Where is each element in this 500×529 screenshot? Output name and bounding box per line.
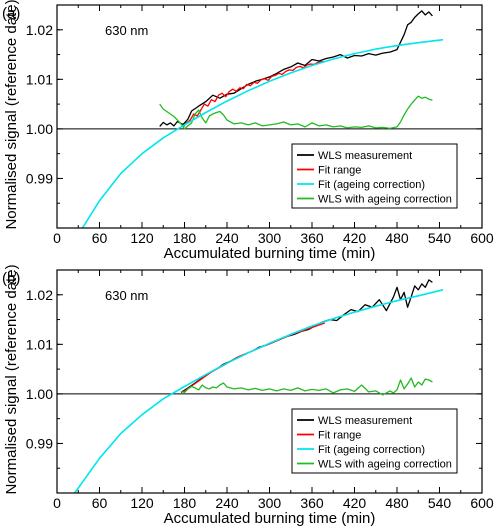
- x-tick-label: 240: [215, 495, 239, 511]
- x-tick-label: 180: [173, 230, 197, 246]
- legend-box: [291, 143, 458, 209]
- legend-entry: WLS measurement: [318, 150, 412, 162]
- x-tick-label: 120: [130, 230, 154, 246]
- y-tick-label: 1.01: [26, 71, 53, 87]
- x-tick-label: 420: [343, 495, 367, 511]
- x-tick-label: 540: [428, 495, 452, 511]
- series-line-3: [81, 38, 444, 228]
- series-line-4: [159, 95, 433, 130]
- panel-label: (b): [2, 270, 20, 287]
- series-line-3: [74, 289, 444, 493]
- y-tick-label: 1.01: [26, 336, 53, 352]
- x-tick-label: 240: [215, 230, 239, 246]
- legend-entry: WLS measurement: [318, 415, 412, 427]
- x-tick-label: 0: [53, 230, 61, 246]
- x-tick-label: 360: [300, 495, 324, 511]
- x-tick-label: 120: [130, 495, 154, 511]
- x-tick-label: 300: [258, 230, 282, 246]
- legend-entry: WLS with ageing correction: [318, 459, 452, 471]
- panel-label: (a): [2, 5, 20, 22]
- x-tick-label: 360: [300, 230, 324, 246]
- series-line-1: [180, 279, 433, 393]
- wavelength-annotation: 630 nm: [105, 288, 148, 303]
- wavelength-annotation: 630 nm: [105, 23, 148, 38]
- x-tick-label: 540: [428, 230, 452, 246]
- y-axis-label: Normalised signal (reference date): [3, 0, 20, 230]
- y-tick-label: 0.99: [26, 170, 53, 186]
- legend-entry: Fit range: [318, 430, 361, 442]
- legend-entry: Fit range: [318, 165, 361, 177]
- series-line-2: [182, 60, 325, 128]
- x-tick-label: 60: [92, 495, 108, 511]
- legend-entry: WLS with ageing correction: [318, 194, 452, 206]
- x-tick-label: 300: [258, 495, 282, 511]
- y-tick-label: 1.02: [26, 287, 53, 303]
- y-tick-label: 1.00: [26, 121, 53, 137]
- x-tick-label: 600: [470, 230, 494, 246]
- x-tick-label: 600: [470, 495, 494, 511]
- panel-b: 0 60 120 180 240 300 360 420 480 540 600 0.99 1.00 1.…: [2, 264, 494, 527]
- y-axis-label: Normalised signal (reference date): [3, 264, 20, 494]
- x-tick-label: 60: [92, 230, 108, 246]
- x-tick-label: 180: [173, 495, 197, 511]
- x-tick-label: 480: [385, 495, 409, 511]
- series-line-2: [182, 322, 326, 393]
- y-tick-label: 1.02: [26, 22, 53, 38]
- legend-entry: Fit (ageing correction): [318, 179, 425, 191]
- x-tick-label: 0: [53, 495, 61, 511]
- x-tick-label: 480: [385, 230, 409, 246]
- series-line-4: [180, 377, 433, 396]
- x-axis-label: Accumulated burning time (min): [164, 510, 376, 527]
- legend-entry: Fit (ageing correction): [318, 444, 425, 456]
- x-tick-label: 420: [343, 230, 367, 246]
- x-axis-label: Accumulated burning time (min): [164, 245, 376, 262]
- panel-a: 0 60 120 180 240 300 360 420 480 540 600 0.99 1.00 1.…: [2, 0, 494, 262]
- legend-box: [291, 408, 458, 474]
- y-tick-label: 1.00: [26, 386, 53, 402]
- y-tick-label: 0.99: [26, 435, 53, 451]
- series-line-1: [159, 10, 433, 127]
